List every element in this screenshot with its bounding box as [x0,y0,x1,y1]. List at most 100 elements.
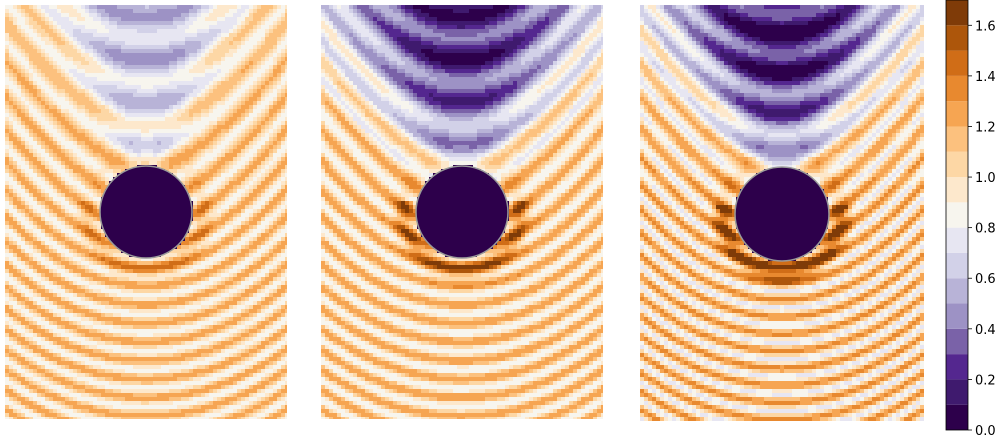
heatmap-left-cell [77,205,82,210]
heatmap-left-cell [81,21,86,26]
heatmap-left-cell [193,133,198,138]
heatmap-left-cell [257,157,262,162]
heatmap-left-cell [5,197,10,202]
heatmap-left-cell [165,141,170,146]
heatmap-left-cell [221,153,226,158]
heatmap-left-cell [97,249,102,254]
heatmap-left-cell [257,77,262,82]
heatmap-left-cell [121,45,126,50]
heatmap-left-cell [281,141,286,146]
heatmap-left-cell [189,281,194,286]
heatmap-left-cell [105,21,110,26]
heatmap-left-cell [65,277,70,282]
heatmap-left-cell [161,121,166,126]
heatmap-left-cell [181,93,186,98]
heatmap-left-cell [193,237,198,242]
heatmap-left-cell [133,29,138,34]
heatmap-left-cell [269,249,274,254]
heatmap-left-cell [81,265,86,270]
heatmap-left-cell [185,137,190,142]
heatmap-left-cell [217,257,222,262]
heatmap-left-cell [245,201,250,206]
heatmap-left-cell [21,53,26,58]
heatmap-left-cell [285,273,287,278]
heatmap-left-cell [269,125,274,130]
heatmap-left-cell [193,89,198,94]
heatmap-left-cell [209,29,214,34]
heatmap-left-cell [137,73,142,78]
heatmap-left-cell [141,261,146,266]
heatmap-left-cell [137,45,142,50]
heatmap-left-cell [157,161,162,166]
heatmap-left-cell [125,97,130,102]
heatmap-left-cell [261,5,266,10]
heatmap-left-cell [97,57,102,62]
heatmap-left-cell [101,121,106,126]
heatmap-left-cell [265,273,270,278]
heatmap-left-cell [109,281,114,286]
heatmap-left-cell [129,93,134,98]
heatmap-left-cell [69,125,74,130]
heatmap-left-cell [217,37,222,42]
heatmap-left-cell [277,65,282,70]
heatmap-left-cell [33,101,38,106]
heatmap-left-cell [49,5,54,10]
heatmap-left-cell [81,249,86,254]
heatmap-left-cell [113,145,118,150]
heatmap-left-cell [25,161,30,166]
heatmap-left-cell [157,5,162,10]
heatmap-left-cell [269,161,274,166]
heatmap-left-cell [57,213,62,218]
heatmap-left-cell [49,65,54,70]
heatmap-left-cell [9,213,14,218]
heatmap-left-cell [201,133,206,138]
heatmap-left-cell [269,217,274,222]
heatmap-left-cell [245,249,250,254]
heatmap-left-cell [193,13,198,18]
heatmap-left-cell [201,41,206,46]
heatmap-left-cell [241,13,246,18]
heatmap-left-cell [205,249,210,254]
heatmap-left-cell [109,81,114,86]
heatmap-left-cell [9,137,14,142]
heatmap-left-cell [189,149,194,154]
heatmap-left-cell [253,229,258,234]
heatmap-left-cell [33,85,38,90]
heatmap-left-cell [277,165,282,170]
heatmap-left-cell [53,57,58,62]
heatmap-left-cell [49,229,54,234]
heatmap-left-cell [225,237,230,242]
heatmap-left-cell [77,245,82,250]
heatmap-left-cell [181,81,186,86]
heatmap-left-cell [129,97,134,102]
heatmap-left-cell [153,261,158,266]
heatmap-left-cell [281,61,286,66]
heatmap-left-cell [45,41,50,46]
heatmap-left-cell [273,277,278,282]
heatmap-left-cell [113,129,118,134]
heatmap-left-cell [121,149,126,154]
heatmap-left-cell [9,89,14,94]
heatmap-left-cell [53,285,58,290]
heatmap-left-cell [105,109,110,114]
heatmap-left-cell [281,113,286,118]
heatmap-left-cell [205,37,210,42]
heatmap-left-cell [25,37,30,42]
heatmap-left-cell [213,53,218,58]
heatmap-left-cell [85,53,90,58]
heatmap-left-cell [17,153,22,158]
heatmap-left-cell [137,129,142,134]
heatmap-left-cell [13,253,18,258]
heatmap-left-cell [213,261,218,266]
heatmap-left-cell [85,73,90,78]
heatmap-left-cell [45,105,50,110]
heatmap-left-cell [33,281,38,286]
heatmap-left-cell [85,129,90,134]
heatmap-left-cell [193,245,198,250]
heatmap-left-cell [125,257,130,262]
heatmap-left-cell [201,217,206,222]
heatmap-left-cell [29,201,34,206]
heatmap-left-cell [129,61,134,66]
heatmap-left-cell [157,65,162,70]
heatmap-left-cell [269,81,274,86]
